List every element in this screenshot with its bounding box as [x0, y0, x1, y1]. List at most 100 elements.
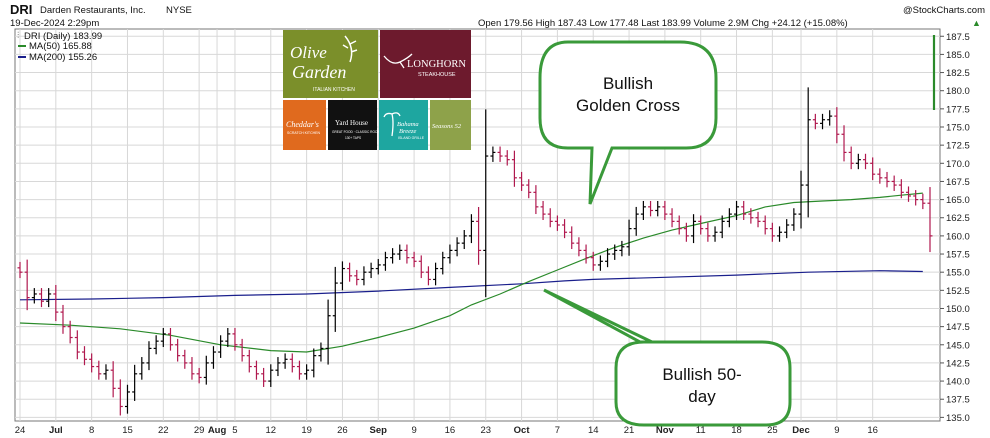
ohlc-bar — [225, 328, 231, 348]
ohlc-bar — [777, 226, 783, 242]
y-tick-label: 162.5 — [946, 213, 970, 224]
y-tick-label: 167.5 — [946, 177, 970, 188]
ohlc-bar — [325, 299, 331, 365]
chart-date: 19-Dec-2024 2:29pm — [10, 18, 99, 29]
ohlc-bar — [382, 251, 388, 271]
ohlc-bar — [304, 364, 310, 380]
y-tick-label: 165.0 — [946, 195, 970, 206]
ohlc-bar — [425, 266, 431, 286]
plot-frame — [14, 28, 941, 422]
ohlc-bar — [511, 150, 517, 187]
x-tick-label: 8 — [89, 425, 94, 436]
ohlc-bar — [626, 219, 632, 256]
ohlc-bar — [332, 266, 338, 332]
ohlc-bar — [798, 170, 804, 229]
ohlc-bar — [863, 153, 869, 170]
ohlc-bar — [282, 353, 288, 369]
ohlc-bar — [182, 349, 188, 369]
ohlc-bar — [124, 384, 130, 414]
ohlc-bar — [920, 193, 926, 210]
ohlc-bar — [311, 348, 317, 378]
ohlc-bar — [110, 361, 116, 398]
ohlc-bar — [533, 185, 539, 215]
up-arrow-icon: ▲ — [972, 18, 981, 28]
ohlc-bar — [117, 379, 123, 416]
ohlc-bar — [461, 230, 467, 250]
ohlc-bar — [60, 304, 66, 334]
ohlc-bar — [898, 179, 904, 199]
ohlc-bar — [17, 261, 23, 279]
ohlc-bar — [884, 171, 890, 188]
ohlc-bar — [440, 251, 446, 275]
ohlc-bar — [540, 200, 546, 220]
ohlc-bar — [597, 255, 603, 271]
callout-50-day: Bullish 50- day — [543, 288, 792, 427]
y-tick-label: 185.0 — [946, 50, 970, 61]
price-bars — [17, 87, 933, 416]
x-tick-label: 16 — [867, 425, 878, 436]
ohlc-bar — [89, 353, 95, 373]
bahama-breeze-logo — [379, 100, 428, 150]
y-tick-label: 150.0 — [946, 304, 970, 315]
x-tick-label: 11 — [696, 425, 706, 436]
callout-golden-cross-line-2: Golden Cross — [576, 96, 680, 115]
ohlc-bar — [24, 259, 30, 311]
x-tick-label: 14 — [588, 425, 599, 436]
ohlc-bar — [411, 251, 417, 268]
ohlc-bar — [275, 357, 281, 377]
y-tick-label: 145.0 — [946, 340, 970, 351]
ohlc-bar — [318, 342, 324, 362]
ohlc-bar — [691, 214, 697, 244]
ohlc-bar — [719, 215, 725, 239]
ohlc-bar — [390, 248, 396, 264]
ohlc-bar — [855, 153, 861, 170]
ohlc-bar — [268, 364, 274, 387]
x-tick-label: Nov — [656, 425, 675, 436]
bahama-text-1: Bahama — [397, 121, 419, 128]
callout-golden-cross-line-1: Bullish — [603, 74, 653, 93]
ohlc-bar — [74, 330, 80, 360]
ohlc-bar — [569, 226, 575, 250]
ohlc-bar — [354, 269, 360, 286]
ohlc-bar — [612, 244, 618, 260]
ohlc-bar — [46, 288, 52, 308]
ohlc-bar — [239, 338, 245, 362]
x-tick-label: Sep — [370, 425, 388, 436]
yard-house-logo — [328, 100, 377, 150]
callout-golden-cross: Bullish Golden Cross — [538, 40, 718, 205]
ohlc-bar — [196, 367, 202, 384]
ohlc-bar — [805, 87, 811, 218]
ohlc-bar — [339, 261, 345, 291]
ohlc-bar — [705, 222, 711, 242]
ohlc-bar — [726, 208, 732, 228]
x-tick-label: 21 — [624, 425, 635, 436]
ohlc-bar — [232, 328, 238, 351]
ohlc-bar — [633, 206, 639, 236]
ohlc-bar — [519, 171, 525, 191]
ohlc-bar — [31, 288, 37, 304]
ohlc-bar — [103, 364, 109, 380]
ohlc-bar — [662, 200, 668, 220]
ohlc-bar — [146, 341, 152, 371]
ohlc-bar — [576, 237, 582, 257]
ohlc-bar — [139, 357, 145, 380]
ohlc-legend-icon: ⫶ — [17, 30, 19, 40]
ohlc-bar — [261, 367, 267, 387]
ohlc-bar — [683, 222, 689, 242]
ohlc-bar — [368, 262, 374, 279]
ohlc-bar — [246, 349, 252, 373]
cheddars-text-2: SCRATCH KITCHEN — [287, 131, 320, 135]
ohlc-bar — [827, 110, 833, 126]
callout-50-day-bubble — [543, 288, 792, 427]
yard-house-text-1: Yard House — [335, 119, 368, 127]
x-tick-label: 26 — [337, 425, 348, 436]
x-tick-label: 22 — [158, 425, 169, 436]
ohlc-bar — [490, 146, 496, 162]
callout-golden-cross-bubble — [538, 40, 718, 205]
longhorn-logo — [380, 30, 471, 98]
ohlc-bar — [619, 240, 625, 257]
x-tick-label: 25 — [767, 425, 778, 436]
y-tick-label: 180.0 — [946, 86, 970, 97]
x-tick-label: 18 — [731, 425, 742, 436]
seasons-52-logo — [430, 100, 471, 150]
